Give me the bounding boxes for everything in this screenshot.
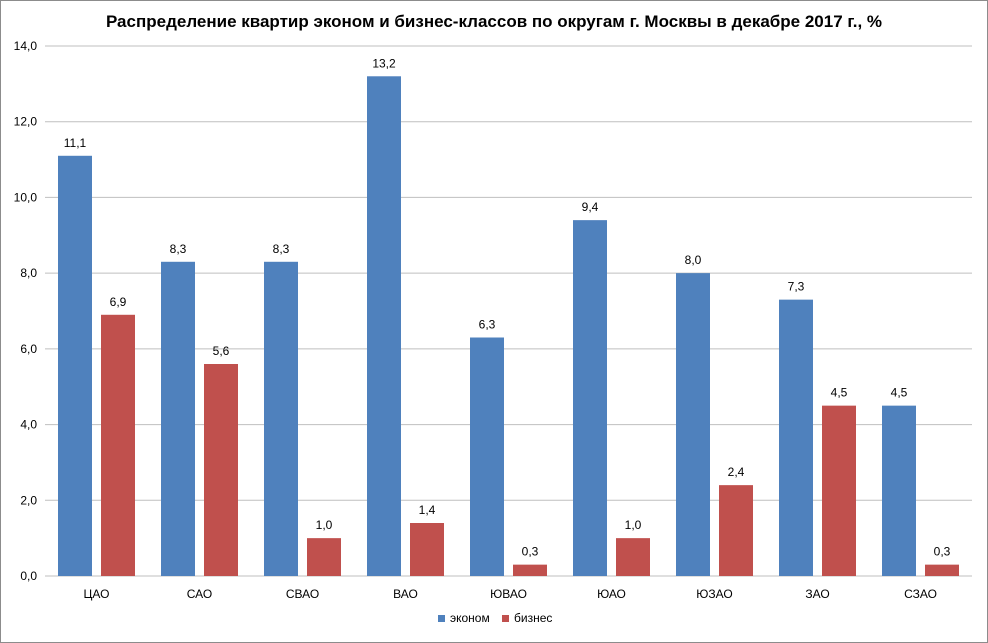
bar-эконом — [676, 273, 710, 576]
y-tick-label: 6,0 — [20, 342, 37, 356]
data-label: 0,3 — [934, 545, 951, 559]
legend-label: эконом — [450, 611, 490, 625]
x-tick-label: ЮВАО — [490, 587, 527, 601]
x-tick-label: ВАО — [393, 587, 418, 601]
x-tick-label: ЗАО — [805, 587, 829, 601]
bar-эконом — [264, 261, 298, 576]
bar-эконом — [470, 337, 504, 576]
bar-бизнес — [719, 485, 753, 576]
bar-бизнес — [204, 364, 238, 576]
data-label: 1,0 — [316, 518, 333, 532]
bar-бизнес — [101, 314, 135, 576]
bar-бизнес — [925, 564, 959, 576]
bar-эконом — [882, 405, 916, 576]
bar-эконом — [367, 76, 401, 577]
data-label: 4,5 — [831, 386, 848, 400]
y-tick-label: 8,0 — [20, 266, 37, 280]
bar-бизнес — [616, 538, 650, 576]
data-label: 4,5 — [891, 386, 908, 400]
x-tick-label: СЗАО — [904, 587, 937, 601]
data-label: 5,6 — [213, 344, 230, 358]
y-tick-label: 2,0 — [20, 493, 37, 507]
x-tick-label: САО — [187, 587, 212, 601]
bar-эконом — [161, 261, 195, 576]
data-label: 7,3 — [788, 280, 805, 294]
bar-бизнес — [513, 564, 547, 576]
x-tick-label: ЮАО — [597, 587, 626, 601]
y-tick-label: 14,0 — [14, 39, 38, 53]
data-label: 6,9 — [110, 295, 127, 309]
data-label: 2,4 — [728, 465, 745, 479]
data-label: 8,0 — [685, 253, 702, 267]
data-label: 6,3 — [479, 318, 496, 332]
bar-бизнес — [410, 523, 444, 576]
data-label: 1,0 — [625, 518, 642, 532]
data-label: 13,2 — [372, 56, 396, 70]
y-tick-label: 10,0 — [14, 190, 38, 204]
bar-бизнес — [307, 538, 341, 576]
data-label: 0,3 — [522, 545, 539, 559]
data-label: 8,3 — [273, 242, 290, 256]
legend-label: бизнес — [514, 611, 552, 625]
data-label: 1,4 — [419, 503, 436, 517]
legend-swatch-бизнес — [502, 615, 509, 622]
data-label: 11,1 — [64, 136, 87, 150]
bar-эконом — [573, 220, 607, 576]
x-tick-label: ЮЗАО — [696, 587, 732, 601]
y-tick-label: 12,0 — [14, 115, 38, 129]
bar-бизнес — [822, 405, 856, 576]
y-tick-label: 4,0 — [20, 418, 37, 432]
bar-эконом — [779, 299, 813, 576]
legend-swatch-эконом — [438, 615, 445, 622]
x-tick-label: ЦАО — [84, 587, 110, 601]
bar-эконом — [58, 155, 92, 577]
data-label: 8,3 — [170, 242, 187, 256]
y-tick-label: 0,0 — [20, 569, 37, 583]
x-tick-label: СВАО — [286, 587, 319, 601]
data-label: 9,4 — [582, 200, 599, 214]
chart-title: Распределение квартир эконом и бизнес-кл… — [105, 12, 883, 31]
